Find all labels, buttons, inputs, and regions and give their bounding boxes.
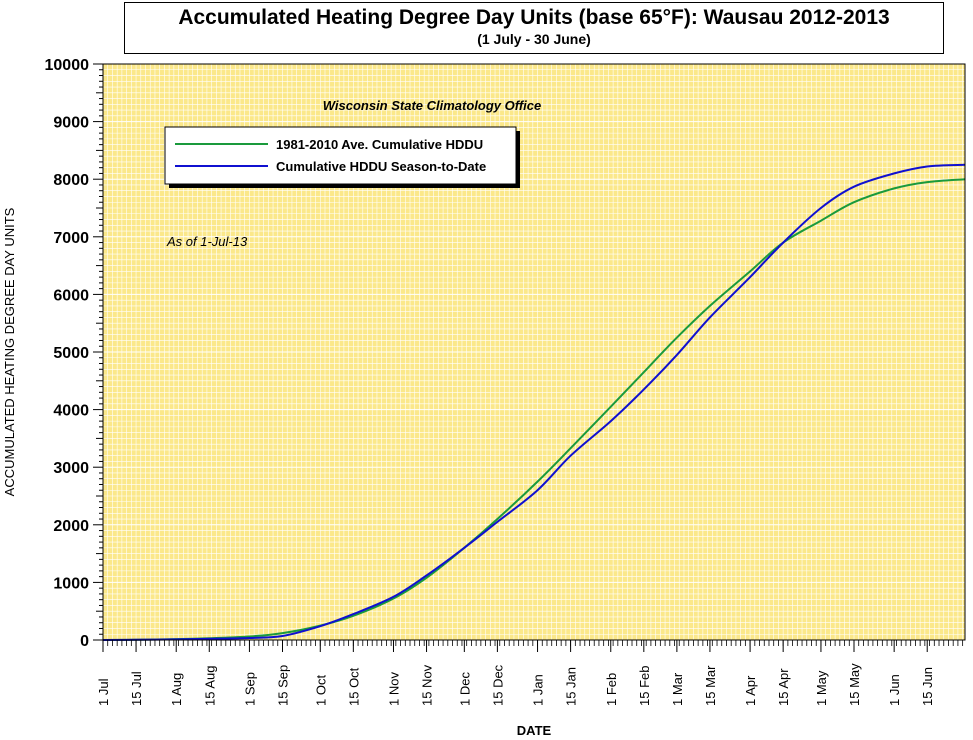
legend-label-season: Cumulative HDDU Season-to-Date xyxy=(276,159,486,174)
x-tick-label: 15 Jul xyxy=(129,671,144,706)
x-tick-label: 1 Oct xyxy=(313,675,328,706)
y-tick-label: 9000 xyxy=(53,115,89,132)
series-line-average xyxy=(102,178,966,641)
x-axis-label: DATE xyxy=(517,723,552,738)
x-axis: 1 Jul 15 Jul 1 Aug 15 Aug 1 Sep 15 Sep 1 Oct 15… xyxy=(96,640,964,707)
legend: 1981-2010 Ave. Cumulative HDDU Cumulativ… xyxy=(164,126,520,188)
y-tick-label: 0 xyxy=(80,633,89,650)
as-of-annotation: As of 1-Jul-13 xyxy=(166,234,248,249)
x-tick-label: 15 Jun xyxy=(920,667,935,706)
x-tick-label: 1 Feb xyxy=(604,673,619,706)
y-axis-label: ACCUMULATED HEATING DEGREE DAY UNITS xyxy=(2,207,17,496)
x-tick-label: 15 Apr xyxy=(776,668,791,706)
y-tick-label: 2000 xyxy=(53,518,89,535)
x-tick-label: 15 May xyxy=(847,663,862,706)
y-tick-label: 1000 xyxy=(53,575,89,592)
x-tick-label: 15 Feb xyxy=(637,666,652,706)
x-tick-label: 15 Mar xyxy=(703,665,718,706)
x-tick-label: 1 Apr xyxy=(743,675,758,706)
x-tick-label: 15 Nov xyxy=(420,664,435,706)
title-box: Accumulated Heating Degree Day Units (ba… xyxy=(124,2,944,54)
y-tick-label: 4000 xyxy=(53,403,89,420)
chart-title: Accumulated Heating Degree Day Units (ba… xyxy=(178,6,890,29)
grid xyxy=(102,63,965,641)
x-tick-label: 1 May xyxy=(814,670,829,706)
x-tick-label: 15 Oct xyxy=(346,667,361,706)
x-tick-label: 1 Jan xyxy=(531,674,546,706)
office-annotation: Wisconsin State Climatology Office xyxy=(323,98,542,113)
y-tick-label: 6000 xyxy=(53,287,89,304)
x-tick-label: 15 Jan xyxy=(564,667,579,706)
legend-label-average: 1981-2010 Ave. Cumulative HDDU xyxy=(276,137,483,152)
x-tick-label: 1 Nov xyxy=(386,672,401,706)
y-tick-label: 7000 xyxy=(53,230,89,247)
x-tick-label: 1 Jun xyxy=(887,674,902,706)
x-tick-label: 1 Dec xyxy=(457,672,472,706)
x-tick-label: 1 Sep xyxy=(242,672,257,706)
x-tick-label: 1 Jul xyxy=(96,678,111,706)
series-line-season xyxy=(102,163,966,641)
series-layer xyxy=(102,163,966,641)
x-tick-label: 1 Aug xyxy=(169,673,184,706)
x-tick-label: 15 Dec xyxy=(490,664,505,706)
y-tick-label: 8000 xyxy=(53,172,89,189)
y-tick-label: 3000 xyxy=(53,460,89,477)
y-tick-label: 5000 xyxy=(53,345,89,362)
legend-box xyxy=(164,126,517,185)
y-axis: 0 1000 2000 3000 4000 5000 6000 7000 8000 9000 100… xyxy=(45,57,103,650)
x-tick-label: 15 Sep xyxy=(275,665,290,706)
chart-subtitle: (1 July - 30 June) xyxy=(477,31,591,47)
x-tick-label: 1 Mar xyxy=(670,672,685,706)
x-tick-label: 15 Aug xyxy=(202,666,217,707)
y-tick-label: 10000 xyxy=(45,57,90,74)
